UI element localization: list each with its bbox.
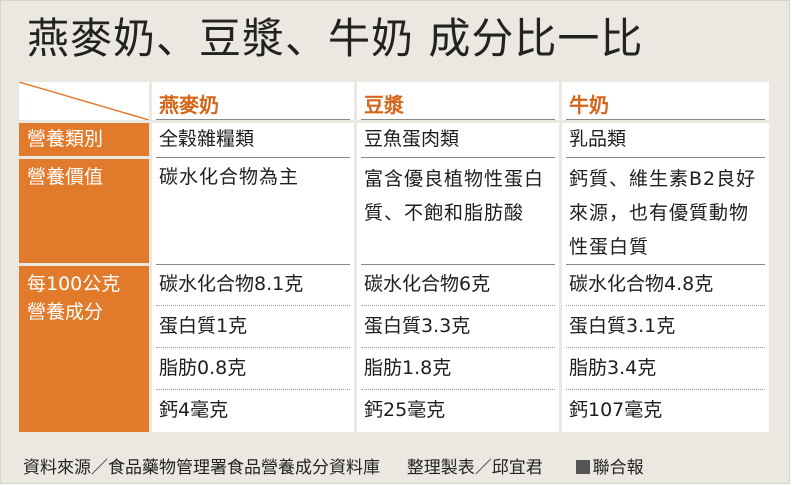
row-header-per100g-bg xyxy=(19,266,149,432)
per100g-soy-protein: 蛋白質3.3克 xyxy=(364,315,471,337)
header-underline-oat xyxy=(156,119,350,120)
category-milk: 乳品類 xyxy=(569,128,627,150)
category-soy: 豆魚蛋肉類 xyxy=(364,128,460,150)
per100g-soy-fat: 脂肪1.8克 xyxy=(364,357,452,379)
row-divider-category-milk xyxy=(566,157,765,158)
column-body-oat xyxy=(152,123,354,432)
comparison-table: 燕麥奶 豆漿 牛奶 營養類別 營養價值 每100公克 營養成分 全穀雜糧類 豆魚… xyxy=(19,82,769,432)
row-label-per100g-line2: 營養成分 xyxy=(27,301,104,323)
row-divider-value-oat xyxy=(156,264,350,265)
corner-diagonal xyxy=(19,82,149,120)
column-body-soy xyxy=(357,123,559,432)
row-label-per100g-line1: 每100公克 xyxy=(27,273,121,295)
value-oat: 碳水化合物為主 xyxy=(159,166,300,188)
per100g-milk-carb: 碳水化合物4.8克 xyxy=(569,273,714,295)
row-header-value-bg xyxy=(19,159,149,263)
row-divider-category-oat xyxy=(156,157,350,158)
category-oat: 全穀雜糧類 xyxy=(159,128,255,150)
table-corner xyxy=(19,82,149,120)
footer-publisher: 聯合報 xyxy=(592,458,644,478)
nutrient-divider xyxy=(361,389,555,390)
row-header-category-bg xyxy=(19,123,149,156)
nutrient-divider xyxy=(156,305,350,306)
column-header-oat: 燕麥奶 xyxy=(159,93,219,117)
nutrient-divider xyxy=(361,305,555,306)
per100g-oat-carb: 碳水化合物8.1克 xyxy=(159,273,304,295)
header-underline-soy xyxy=(361,119,555,120)
header-underline-milk xyxy=(566,119,765,120)
footer-compiled: 整理製表／邱宜君 xyxy=(406,458,543,478)
per100g-milk-protein: 蛋白質3.1克 xyxy=(569,315,676,337)
per100g-oat-fat: 脂肪0.8克 xyxy=(159,357,247,379)
per100g-milk-calcium: 鈣107毫克 xyxy=(569,399,663,421)
page-title: 燕麥奶、豆漿、牛奶 成分比一比 xyxy=(27,14,644,63)
column-body-milk xyxy=(562,123,769,432)
nutrient-divider xyxy=(566,305,765,306)
per100g-soy-calcium: 鈣25毫克 xyxy=(364,399,446,421)
nutrient-divider xyxy=(566,389,765,390)
per100g-milk-fat: 脂肪3.4克 xyxy=(569,357,657,379)
nutrient-divider xyxy=(156,347,350,348)
value-milk: 鈣質、維生素B2良好來源，也有優質動物性蛋白質 xyxy=(569,168,757,258)
value-soy: 富含優良植物性蛋白質、不飽和脂肪酸 xyxy=(364,168,545,224)
column-header-bg-oat xyxy=(152,82,354,120)
per100g-soy-carb: 碳水化合物6克 xyxy=(364,273,491,295)
column-header-milk: 牛奶 xyxy=(569,93,609,117)
per100g-oat-protein: 蛋白質1克 xyxy=(159,315,248,337)
footer: 資料來源／食品藥物管理署食品營養成分資料庫 整理製表／邱宜君 聯合報 xyxy=(23,453,644,478)
column-header-bg-soy xyxy=(357,82,559,120)
footer-source: 資料來源／食品藥物管理署食品營養成分資料庫 xyxy=(23,458,380,478)
row-divider-category-soy xyxy=(361,157,555,158)
square-icon xyxy=(575,460,590,474)
nutrient-divider xyxy=(566,347,765,348)
column-header-bg-milk xyxy=(562,82,769,120)
nutrient-divider xyxy=(361,347,555,348)
column-header-soy: 豆漿 xyxy=(364,93,404,117)
row-label-value: 營養價值 xyxy=(27,166,104,188)
per100g-oat-calcium: 鈣4毫克 xyxy=(159,399,229,421)
row-label-category: 營養類別 xyxy=(27,128,104,150)
row-divider-value-milk xyxy=(566,264,765,265)
publisher-mark: 聯合報 xyxy=(575,453,644,478)
row-divider-value-soy xyxy=(361,264,555,265)
nutrient-divider xyxy=(156,389,350,390)
